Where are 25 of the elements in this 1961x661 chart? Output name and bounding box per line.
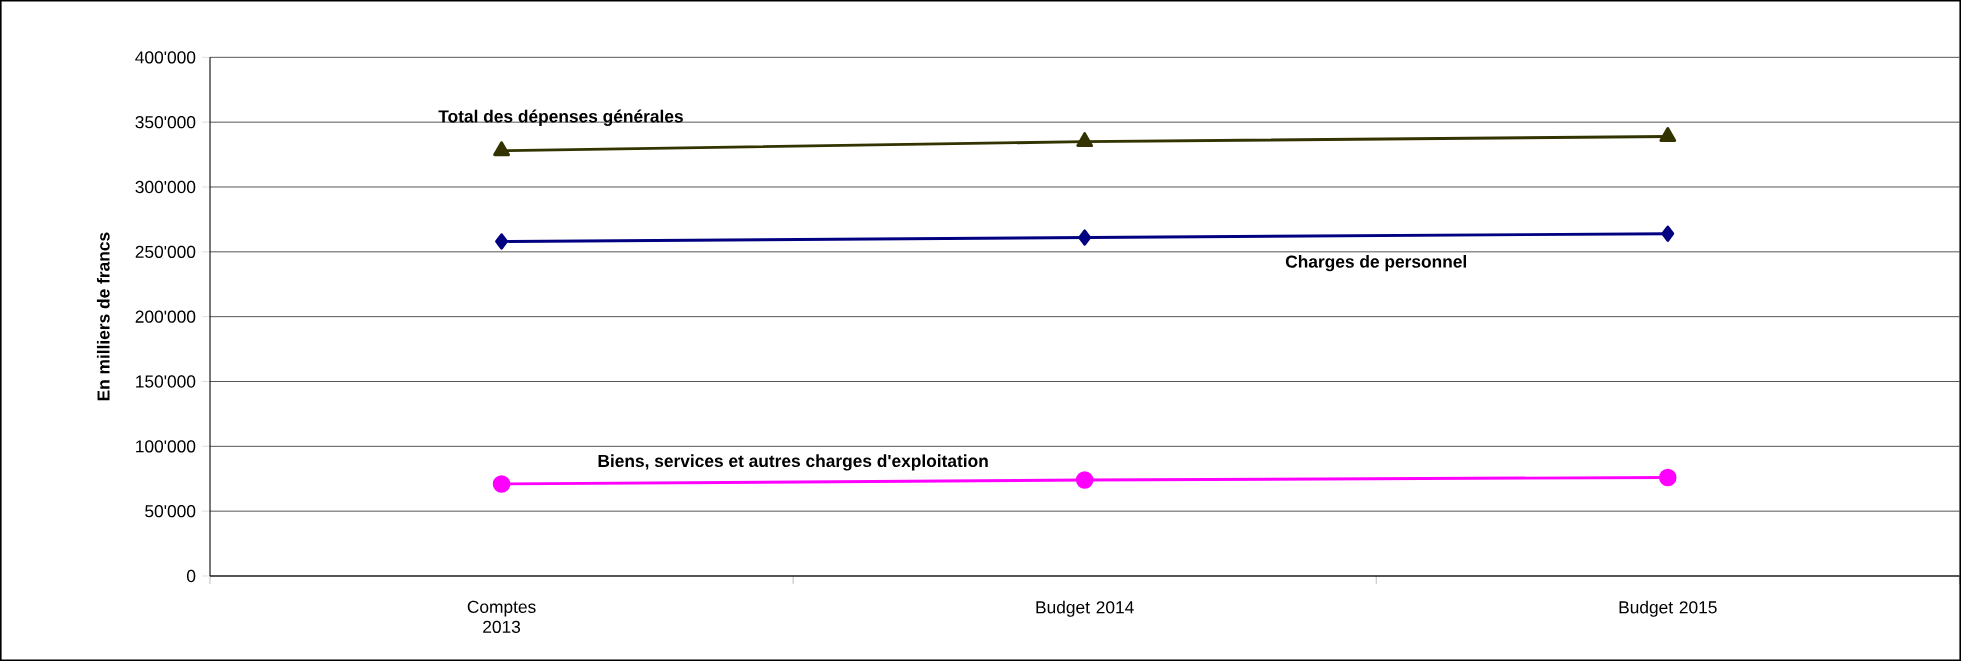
point xyxy=(493,141,510,157)
series-label: Biens, services et autres charges d'exploitation xyxy=(598,454,988,471)
y-tick-label: 100'000 xyxy=(136,440,196,453)
y-tick-label: 400'000 xyxy=(135,51,196,64)
y-tick-label: 0 xyxy=(186,569,196,583)
x-tick-label: Comptes 2013 xyxy=(467,600,536,633)
y-tick-label: 50'000 xyxy=(145,505,196,518)
point xyxy=(495,233,509,250)
y-tick-label: 200'000 xyxy=(135,310,196,323)
y-tick-label: 150'000 xyxy=(136,375,196,388)
series-label: Total des dépenses générales xyxy=(438,109,683,126)
y-tick-label: 250'000 xyxy=(135,245,196,258)
y-axis-title: En milliers de francs xyxy=(96,232,110,401)
x-tick-label: Budget 2015 xyxy=(1619,600,1717,617)
y-tick-label: 350'000 xyxy=(135,116,196,129)
point xyxy=(1661,225,1675,242)
y-tick-label: 300'000 xyxy=(135,180,196,194)
point xyxy=(1659,126,1677,142)
x-tick-label: Budget 2014 xyxy=(1036,600,1134,617)
point xyxy=(492,475,511,493)
series-label: Charges de personnel xyxy=(1285,254,1467,272)
point xyxy=(1658,468,1677,487)
point xyxy=(1076,132,1094,148)
point xyxy=(1078,229,1092,246)
point xyxy=(1075,471,1094,489)
